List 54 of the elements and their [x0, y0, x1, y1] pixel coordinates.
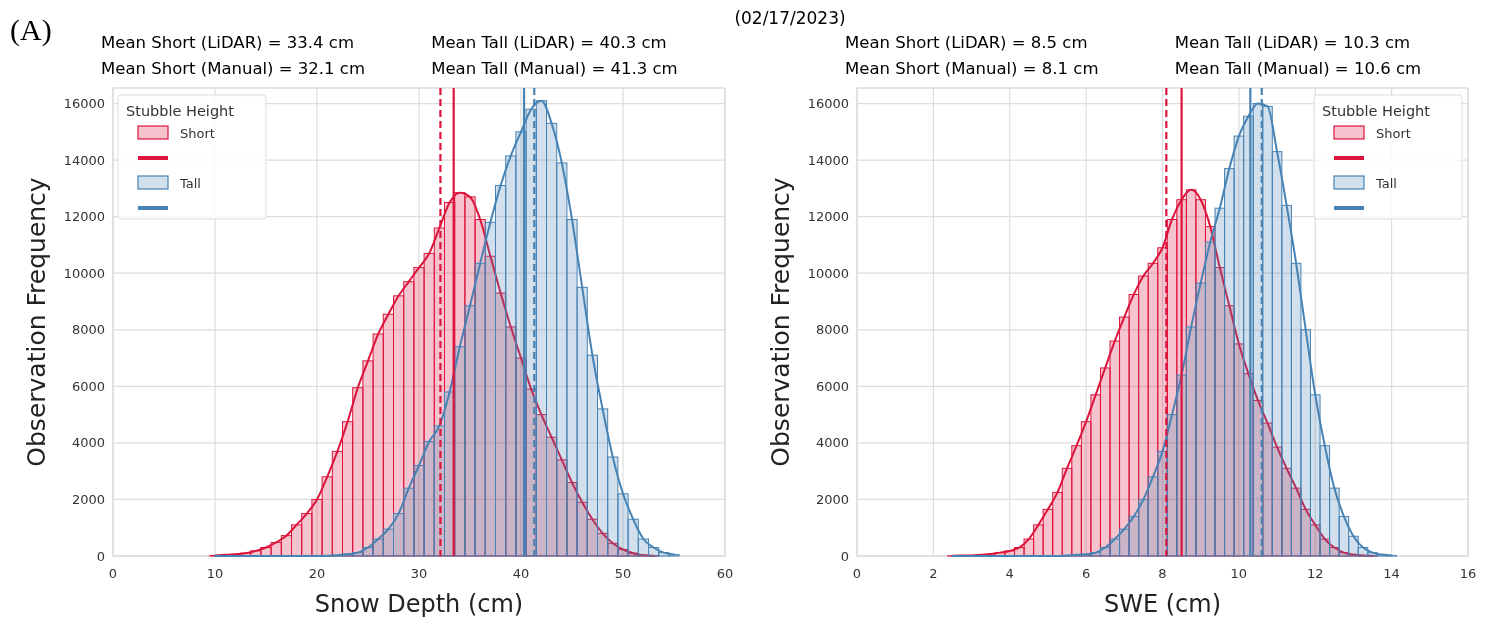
legend-title: Stubble Height [126, 103, 235, 119]
x-axis-title: Snow Depth (cm) [314, 590, 524, 618]
y-tick-label: 10000 [807, 265, 849, 281]
x-tick-label: 60 [716, 566, 734, 581]
x-tick-label: 12 [1306, 566, 1324, 581]
x-tick-label: 20 [308, 566, 326, 581]
y-tick-label: 8000 [815, 322, 849, 338]
x-tick-label: 16 [1459, 566, 1477, 581]
x-tick-label: 10 [206, 566, 224, 581]
y-axis-title: Observation Frequency [22, 177, 51, 467]
text: Mean Short (Manual) = 8.1 cm [845, 59, 1099, 78]
legend-label: Tall [1375, 176, 1397, 191]
x-tick-label: 8 [1158, 566, 1167, 581]
text: (02/17/2023) [734, 8, 846, 28]
y-tick-label: 16000 [807, 96, 849, 112]
y-tick-label: 6000 [71, 378, 105, 394]
text: Mean Tall (LiDAR) = 40.3 cm [431, 33, 667, 52]
y-tick-label: 14000 [807, 152, 849, 168]
x-tick-label: 50 [614, 566, 632, 581]
y-tick-label: 8000 [71, 322, 105, 338]
y-tick-label: 14000 [63, 152, 105, 168]
x-tick-label: 30 [410, 566, 428, 581]
x-tick-label: 0 [108, 566, 118, 581]
y-tick-label: 0 [96, 548, 105, 564]
legend-label: Short [180, 126, 215, 141]
legend-label: Short [1376, 126, 1411, 141]
y-tick-label: 12000 [63, 209, 105, 225]
y-tick-label: 0 [840, 548, 849, 564]
y-tick-label: 16000 [63, 96, 105, 112]
y-tick-label: 2000 [71, 491, 105, 507]
text: Mean Tall (Manual) = 10.6 cm [1174, 59, 1422, 78]
x-tick-label: 0 [852, 566, 862, 581]
y-tick-label: 12000 [807, 209, 849, 225]
text: Mean Short (Manual) = 32.1 cm [101, 59, 365, 78]
x-tick-label: 4 [1005, 566, 1014, 581]
legend-title: Stubble Height [1322, 103, 1431, 119]
x-tick-label: 40 [512, 566, 530, 581]
y-tick-label: 10000 [63, 265, 105, 281]
y-tick-label: 4000 [71, 435, 105, 451]
legend-label: Tall [179, 176, 201, 191]
x-tick-label: 14 [1383, 566, 1400, 581]
x-tick-label: 6 [1081, 566, 1091, 581]
text: Mean Short (LiDAR) = 33.4 cm [101, 33, 354, 52]
text: Mean Short (LiDAR) = 8.5 cm [845, 33, 1088, 52]
x-tick-label: 10 [1230, 566, 1248, 581]
y-axis-title: Observation Frequency [766, 177, 795, 467]
x-axis-title: SWE (cm) [1103, 590, 1222, 618]
text: (A) [10, 13, 52, 47]
y-tick-label: 6000 [815, 378, 849, 394]
y-tick-label: 2000 [815, 491, 849, 507]
x-tick-label: 2 [929, 566, 938, 581]
text: Mean Tall (Manual) = 41.3 cm [431, 59, 678, 78]
y-tick-label: 4000 [815, 435, 849, 451]
text: Mean Tall (LiDAR) = 10.3 cm [1174, 33, 1411, 52]
